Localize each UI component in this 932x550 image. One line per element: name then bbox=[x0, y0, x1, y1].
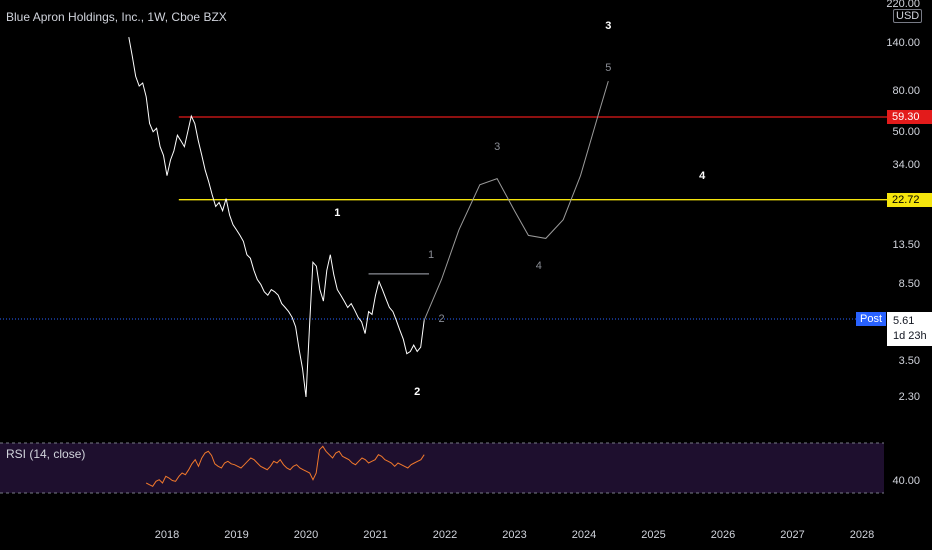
rsi-axis-label: 40.00 bbox=[892, 475, 920, 487]
y-tick-label: 50.00 bbox=[892, 125, 920, 138]
x-tick-label: 2019 bbox=[224, 529, 249, 541]
price-series-line bbox=[128, 37, 425, 398]
last-price-box: 5.61 1d 23h bbox=[887, 312, 932, 346]
y-tick-label: 34.00 bbox=[892, 158, 920, 171]
x-tick-label: 2027 bbox=[780, 529, 805, 541]
x-tick-label: 2022 bbox=[432, 529, 458, 541]
x-tick-label: 2023 bbox=[502, 529, 527, 541]
wave-label-minor[interactable]: 2 bbox=[438, 312, 445, 325]
wave-label-minor[interactable]: 3 bbox=[494, 140, 501, 153]
y-tick-label: 13.50 bbox=[892, 238, 920, 251]
x-tick-label: 2024 bbox=[571, 529, 597, 541]
rsi-line bbox=[145, 445, 425, 487]
wave-label-minor[interactable]: 4 bbox=[535, 260, 542, 273]
rsi-indicator-title[interactable]: RSI (14, close) bbox=[6, 447, 86, 461]
chart-title: Blue Apron Holdings, Inc., 1W, Cboe BZX bbox=[6, 10, 227, 24]
x-tick-label: 2021 bbox=[363, 529, 388, 541]
currency-button[interactable]: USD bbox=[893, 9, 923, 23]
y-tick-label: 140.00 bbox=[886, 37, 920, 49]
y-tick-label: 2.30 bbox=[898, 391, 920, 403]
resistance-red-line-label: 59.30 bbox=[887, 110, 932, 124]
post-market-badge: Post bbox=[856, 311, 886, 326]
x-tick-label: 2026 bbox=[710, 529, 736, 541]
wave-label-primary[interactable]: 1 bbox=[334, 206, 341, 219]
wave-label-primary[interactable]: 3 bbox=[605, 20, 612, 33]
wave-label-primary[interactable]: 2 bbox=[414, 385, 421, 398]
bar-countdown: 1d 23h bbox=[893, 330, 927, 342]
wave-label-minor[interactable]: 1 bbox=[428, 248, 435, 261]
y-tick-label: 3.50 bbox=[898, 354, 920, 367]
resistance-yellow-line-label: 22.72 bbox=[887, 192, 932, 207]
elliott-projection-path[interactable] bbox=[423, 80, 609, 321]
wave-label-minor[interactable]: 5 bbox=[605, 61, 612, 74]
y-tick-label: 80.00 bbox=[892, 85, 920, 98]
last-price-value: 5.61 bbox=[893, 315, 915, 327]
x-tick-label: 2020 bbox=[293, 529, 319, 541]
y-tick-label: 220.00 bbox=[886, 0, 920, 11]
x-tick-label: 2025 bbox=[641, 529, 666, 541]
wave-label-primary[interactable]: 4 bbox=[699, 169, 706, 182]
x-tick-label: 2018 bbox=[154, 529, 180, 541]
rsi-band bbox=[0, 443, 884, 493]
x-tick-label: 2028 bbox=[849, 529, 875, 541]
y-tick-label: 8.50 bbox=[898, 278, 920, 291]
